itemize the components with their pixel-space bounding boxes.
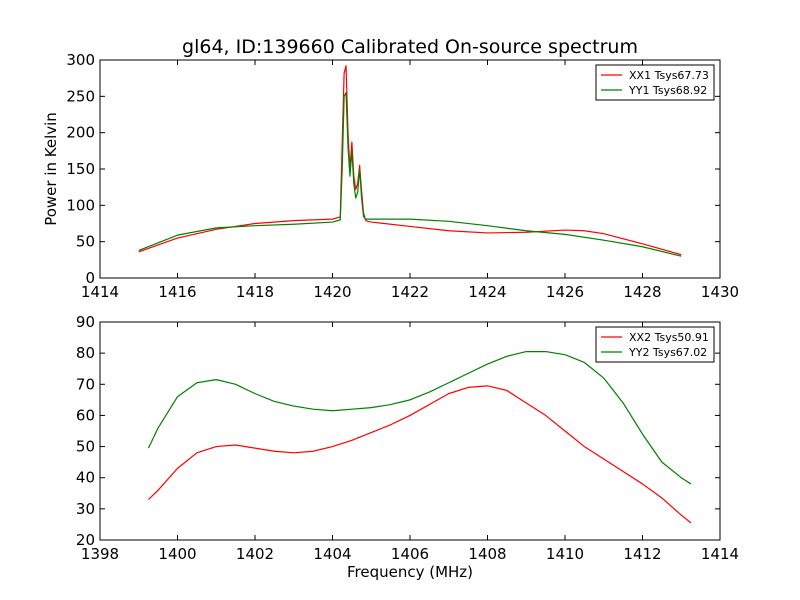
legend-entry: XX1 Tsys67.73 <box>629 69 709 82</box>
y-tick-label: 250 <box>66 87 95 105</box>
x-tick-label: 1412 <box>623 545 661 563</box>
series-line-xx <box>148 385 692 524</box>
y-tick-label: 70 <box>76 375 95 393</box>
x-tick-label: 1398 <box>81 545 119 563</box>
y-tick-label: 0 <box>85 269 95 287</box>
x-tick-label: 1420 <box>313 283 351 301</box>
legend-box <box>595 64 715 101</box>
chart-title: gl64, ID:139660 Calibrated On-source spe… <box>182 36 638 58</box>
y-axis-label: Power in Kelvin <box>42 112 60 226</box>
x-tick-label: 1428 <box>623 283 661 301</box>
x-axis-label: Frequency (MHz) <box>347 563 473 581</box>
y-tick-label: 80 <box>76 344 95 362</box>
x-tick-label: 1408 <box>468 545 506 563</box>
y-tick-label: 30 <box>76 500 95 518</box>
x-tick-label: 1406 <box>391 545 429 563</box>
y-tick-label: 20 <box>76 531 95 549</box>
x-tick-label: 1402 <box>236 545 274 563</box>
x-tick-label: 1430 <box>701 283 739 301</box>
y-tick-label: 90 <box>76 313 95 331</box>
y-tick-label: 50 <box>76 233 95 251</box>
series-line-xx <box>138 65 682 256</box>
y-tick-label: 50 <box>76 438 95 456</box>
x-tick-label: 1404 <box>313 545 351 563</box>
y-tick-label: 40 <box>76 469 95 487</box>
x-tick-label: 1426 <box>546 283 584 301</box>
legend: XX2 Tsys50.91 YY2 Tsys67.02 <box>595 326 715 363</box>
top-spectrum-plot: 1414 1416 1418 1420 1422 1424 1426 1428 1430 0 50 1… <box>66 51 739 301</box>
y-tick-label: 200 <box>66 124 95 142</box>
x-tick-label: 1422 <box>391 283 429 301</box>
bottom-spectrum-plot: 1398 1400 1402 1404 1406 1408 1410 1412 1414 20 30… <box>76 313 739 563</box>
legend-box <box>595 326 715 363</box>
x-tick-label: 1414 <box>81 283 119 301</box>
x-tick-label: 1414 <box>701 545 739 563</box>
legend: XX1 Tsys67.73 YY1 Tsys68.92 <box>595 64 715 101</box>
x-tick-label: 1416 <box>158 283 196 301</box>
x-tick-label: 1400 <box>158 545 196 563</box>
y-tick-label: 60 <box>76 406 95 424</box>
x-tick-label: 1424 <box>468 283 506 301</box>
x-tick-label: 1418 <box>236 283 274 301</box>
legend-entry: XX2 Tsys50.91 <box>629 331 709 344</box>
y-tick-label: 100 <box>66 196 95 214</box>
legend-entry: YY2 Tsys67.02 <box>628 346 707 359</box>
y-tick-label: 150 <box>66 160 95 178</box>
y-tick-label: 300 <box>66 51 95 69</box>
series-line-yy <box>147 350 692 485</box>
x-tick-label: 1410 <box>546 545 584 563</box>
series-line-yy <box>138 92 682 257</box>
legend-entry: YY1 Tsys68.92 <box>628 84 707 97</box>
